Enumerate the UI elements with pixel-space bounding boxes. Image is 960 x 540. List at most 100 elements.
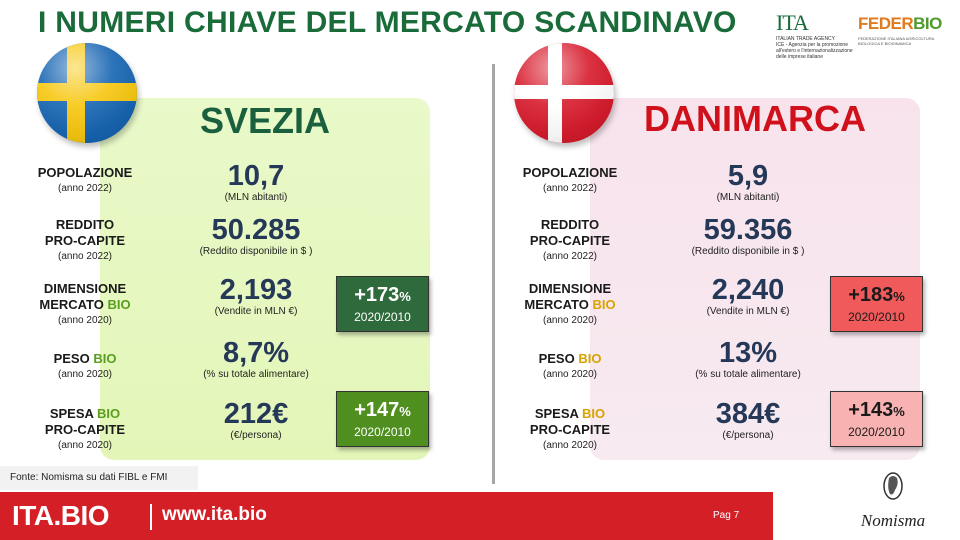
dk-value-peso: 13% (% su totale alimentare) [653, 337, 843, 381]
dk-label-text: PESO BIO [495, 351, 645, 367]
se-value-peso: 8,7% (% su totale alimentare) [161, 337, 351, 381]
dk-label-text: DIMENSIONE [528, 281, 612, 296]
dk-label-spesa: SPESA BIO PRO-CAPITE (anno 2020) [495, 406, 645, 454]
federbio-logo: FEDERBIO FEDERAZIONE ITALIANA AGRICOLTUR… [858, 14, 950, 54]
itabio-brand: ITA.BIO [12, 500, 110, 531]
dk-growth-badge-spesa: +143% 2020/2010 [830, 391, 923, 447]
se-value-unit: (Reddito disponibile in $ ) [199, 246, 313, 257]
se-label-dimensione: DIMENSIONE MERCATO BIO (anno 2020) [10, 281, 160, 329]
dk-value-number: 384€ [715, 398, 781, 430]
dk-value-number: 13% [718, 337, 778, 369]
se-label-year: (anno 2020) [58, 315, 112, 326]
se-value-dimensione: 2,193 (Vendite in MLN €) [161, 274, 351, 318]
dk-value-number: 59.356 [703, 214, 793, 246]
ita-logo-line2: ICE - Agenzia per la promozione all'este… [776, 42, 853, 60]
footer-url-link[interactable]: www.ita.bio [162, 504, 267, 525]
badge-pct-value: +143 [848, 399, 894, 421]
dk-label-mercato: MERCATO [524, 297, 593, 312]
se-value-number: 212€ [223, 398, 289, 430]
dk-label-text-2: MERCATO BIO [495, 297, 645, 313]
badge-period: 2020/2010 [354, 425, 411, 439]
se-label-text-2: PRO-CAPITE [44, 422, 126, 437]
ita-logo-mark: ITA [776, 10, 809, 35]
dk-label-bio: BIO [582, 406, 606, 421]
badge-period: 2020/2010 [354, 310, 411, 324]
dk-label-peso: PESO BIO (anno 2020) [495, 351, 645, 383]
page-title: I NUMERI CHIAVE DEL MERCATO SCANDINAVO [38, 6, 737, 39]
dk-label-bio: BIO [592, 297, 616, 312]
se-label-peso-word: PESO [53, 351, 94, 366]
source-note: Fonte: Nomisma su dati FIBL e FMI [0, 466, 198, 490]
dk-label-peso-word: PESO [538, 351, 579, 366]
badge-pct: +173% [337, 282, 428, 310]
se-label-text-2: MERCATO BIO [10, 297, 160, 313]
dk-value-spesa: 384€ (€/persona) [653, 398, 843, 442]
se-growth-badge-spesa: +147% 2020/2010 [336, 391, 429, 447]
badge-pct-value: +183 [848, 284, 894, 306]
badge-period: 2020/2010 [848, 425, 905, 439]
se-growth-badge-mercato: +173% 2020/2010 [336, 276, 429, 332]
dk-value-number: 5,9 [727, 160, 769, 192]
dk-label-text: REDDITO [540, 217, 600, 232]
se-label-bio: BIO [97, 406, 121, 421]
footer-separator [150, 504, 152, 530]
se-value-unit: (Vendite in MLN €) [214, 306, 298, 317]
se-label-text-2: PRO-CAPITE [44, 233, 126, 248]
nomisma-logo: Nomisma [838, 470, 948, 536]
se-label-year: (anno 2020) [58, 369, 112, 380]
panel-divider [492, 64, 495, 484]
dk-label-bio: BIO [578, 351, 602, 366]
dk-label-dimensione: DIMENSIONE MERCATO BIO (anno 2020) [495, 281, 645, 329]
dk-growth-badge-mercato: +183% 2020/2010 [830, 276, 923, 332]
se-value-number: 50.285 [211, 214, 301, 246]
dk-label-text-2: PRO-CAPITE [529, 233, 611, 248]
denmark-title: DANIMARCA [644, 98, 866, 139]
badge-pct-sym: % [893, 404, 905, 419]
se-label-year: (anno 2022) [58, 251, 112, 262]
se-label-reddito: REDDITO PRO-CAPITE (anno 2022) [10, 217, 160, 265]
dk-label-spesa-word: SPESA [534, 406, 583, 421]
federbio-mark-a: FEDER [858, 14, 914, 33]
dk-value-popolazione: 5,9 (MLN abitanti) [653, 160, 843, 204]
se-label-year: (anno 2020) [58, 440, 112, 451]
dk-value-reddito: 59.356 (Reddito disponibile in $ ) [653, 214, 843, 258]
dk-value-unit: (% su totale alimentare) [695, 369, 801, 380]
se-value-unit: (MLN abitanti) [224, 192, 288, 203]
se-label-text: SPESA BIO [10, 406, 160, 422]
se-value-spesa: 212€ (€/persona) [161, 398, 351, 442]
se-label-mercato: MERCATO [39, 297, 108, 312]
ita-logo-line1: ITALIAN TRADE AGENCY [776, 36, 835, 42]
federbio-logo-mark: FEDERBIO [858, 14, 950, 34]
dk-value-number: 2,240 [711, 274, 785, 306]
dk-value-dimensione: 2,240 (Vendite in MLN €) [653, 274, 843, 318]
badge-pct-sym: % [399, 404, 411, 419]
se-value-number: 10,7 [227, 160, 285, 192]
se-label-text: POPOLAZIONE [37, 165, 133, 180]
se-label-text: REDDITO [55, 217, 115, 232]
se-label-bio: BIO [93, 351, 117, 366]
se-label-bio: BIO [107, 297, 131, 312]
badge-pct-value: +147 [354, 399, 400, 421]
federbio-logo-sub: FEDERAZIONE ITALIANA AGRICOLTURA BIOLOGI… [858, 36, 935, 46]
se-label-popolazione: POPOLAZIONE (anno 2022) [10, 165, 160, 197]
dk-label-text: POPOLAZIONE [522, 165, 618, 180]
sweden-title: SVEZIA [199, 100, 331, 141]
se-label-peso: PESO BIO (anno 2020) [10, 351, 160, 383]
dk-label-year: (anno 2020) [543, 440, 597, 451]
se-label-year: (anno 2022) [58, 183, 112, 194]
dk-label-year: (anno 2020) [543, 369, 597, 380]
denmark-flag-icon [514, 43, 614, 143]
dk-label-year: (anno 2022) [543, 183, 597, 194]
se-value-number: 8,7% [222, 337, 290, 369]
badge-pct-sym: % [893, 289, 905, 304]
sweden-flag-icon [37, 43, 137, 143]
badge-pct: +183% [831, 282, 922, 310]
dk-value-unit: (Vendite in MLN €) [706, 306, 790, 317]
se-label-spesa-word: SPESA [49, 406, 98, 421]
badge-pct: +147% [337, 397, 428, 425]
se-label-text: DIMENSIONE [43, 281, 127, 296]
footer-bar: ITA.BIO www.ita.bio Pag 7 [0, 492, 773, 540]
federbio-mark-b: BIO [913, 14, 942, 33]
dk-label-year: (anno 2022) [543, 251, 597, 262]
badge-pct: +143% [831, 397, 922, 425]
